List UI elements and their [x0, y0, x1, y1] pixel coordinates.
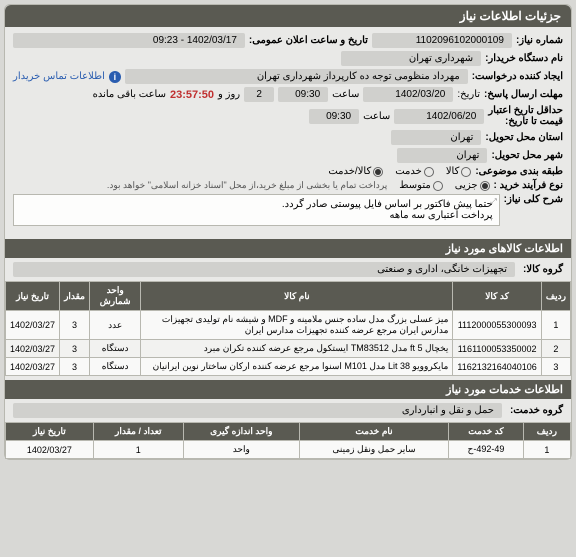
contact-link[interactable]: اطلاعات تماس خریدار: [13, 71, 105, 82]
validity-label: حداقل تاریخ اعتبار: [488, 105, 563, 116]
table-row[interactable]: 21161100053350002یخچال 5 ft مدل TM83512 …: [6, 340, 571, 358]
summary-line2: پرداخت اعتباری سه ماهه: [20, 210, 493, 221]
goods-group: تجهیزات خانگی، اداری و صنعتی: [13, 262, 515, 277]
need-no-field: 1102096102000109: [372, 33, 512, 48]
announce-label: تاریخ و ساعت اعلان عمومی:: [249, 35, 368, 46]
goods-table: ردیفکد کالانام کالاواحد شمارشمقدارتاریخ …: [5, 281, 571, 376]
subject-radio-group: کالا خدمت کالا/خدمت: [328, 166, 471, 177]
table-header: کد کالا: [453, 282, 541, 311]
summary-line1: حتما پیش فاکتور بر اساس فایل پیوستی صادر…: [20, 199, 493, 210]
need-no-label: شماره نیاز:: [516, 35, 563, 46]
requester-label: ایجاد کننده درخواست:: [472, 71, 563, 82]
services-group-label: گروه خدمت:: [510, 405, 563, 416]
table-header: واحد شمارش: [90, 282, 141, 311]
subject-label: طبقه بندی موضوعی:: [475, 166, 563, 177]
device-field: شهرداری تهران: [341, 51, 481, 66]
validity-label2: قیمت تا تاریخ:: [488, 116, 563, 127]
radio-partial[interactable]: [480, 181, 490, 191]
deadline-hour-label: ساعت: [332, 89, 359, 100]
radio-both[interactable]: [373, 167, 383, 177]
delivery-city: تهران: [397, 148, 487, 163]
services-section-title: اطلاعات خدمات مورد نیاز: [5, 380, 571, 399]
radio-goods[interactable]: [461, 167, 471, 177]
radio-medium[interactable]: [433, 181, 443, 191]
table-header: واحد اندازه گیری: [183, 423, 299, 441]
table-header: نام کالا: [141, 282, 453, 311]
table-header: کد خدمت: [449, 423, 523, 441]
validity-hour-label: ساعت: [363, 111, 390, 122]
table-row[interactable]: 1492-49-حسایر حمل ونقل زمینیواحد11402/03…: [6, 441, 571, 459]
validity-date: 1402/06/20: [394, 109, 484, 124]
expand-icon[interactable]: ⤢: [490, 197, 496, 207]
table-row[interactable]: 31162132164040106مایکروویو 38 Lit مدل M1…: [6, 358, 571, 376]
process-radio-group: جزیی متوسط: [399, 180, 489, 191]
radio-service[interactable]: [424, 167, 434, 177]
delivery-state-label: استان محل تحویل:: [485, 132, 563, 143]
validity-hour: 09:30: [309, 109, 359, 124]
remain-label: ساعت باقی مانده: [93, 89, 166, 100]
info-icon[interactable]: i: [109, 71, 121, 83]
table-header: نام خدمت: [299, 423, 449, 441]
table-header: مقدار: [60, 282, 90, 311]
deadline-label: مهلت ارسال پاسخ:: [484, 89, 563, 100]
services-table: ردیفکد خدمتنام خدمتواحد اندازه گیریتعداد…: [5, 422, 571, 459]
announce-field: 1402/03/17 - 09:23: [13, 33, 245, 48]
process-label: نوع فرآیند خرید :: [494, 180, 563, 191]
days-field: 2: [244, 87, 274, 102]
delivery-state: تهران: [391, 130, 481, 145]
deadline-date-label: تاریخ:: [457, 89, 480, 100]
requester-field: مهرداد منظومی توجه ده کارپرداز شهرداری ت…: [125, 69, 468, 84]
deadline-date: 1402/03/20: [363, 87, 453, 102]
table-header: تاریخ نیاز: [6, 423, 94, 441]
goods-section-title: اطلاعات کالاهای مورد نیاز: [5, 239, 571, 258]
panel-title: جزئیات اطلاعات نیاز: [5, 5, 571, 27]
delivery-city-label: شهر محل تحویل:: [491, 150, 563, 161]
deadline-hour: 09:30: [278, 87, 328, 102]
summary-box: ⤢ حتما پیش فاکتور بر اساس فایل پیوستی صا…: [13, 194, 500, 226]
table-header: ردیف: [523, 423, 570, 441]
table-header: تاریخ نیاز: [6, 282, 60, 311]
summary-label: شرح کلی نیاز:: [504, 194, 563, 205]
goods-group-label: گروه کالا:: [523, 264, 563, 275]
services-group: حمل و نقل و انبارداری: [13, 403, 502, 418]
device-label: نام دستگاه خریدار:: [485, 53, 563, 64]
days-label: روز و: [218, 89, 240, 100]
timer: 23:57:50: [170, 89, 214, 101]
table-row[interactable]: 11112000055300093میز عسلی بزرگ مدل ساده …: [6, 311, 571, 340]
table-header: تعداد / مقدار: [93, 423, 183, 441]
table-header: ردیف: [541, 282, 570, 311]
payment-note: پرداخت تمام یا بخشی از مبلغ خرید،از محل …: [107, 180, 387, 191]
